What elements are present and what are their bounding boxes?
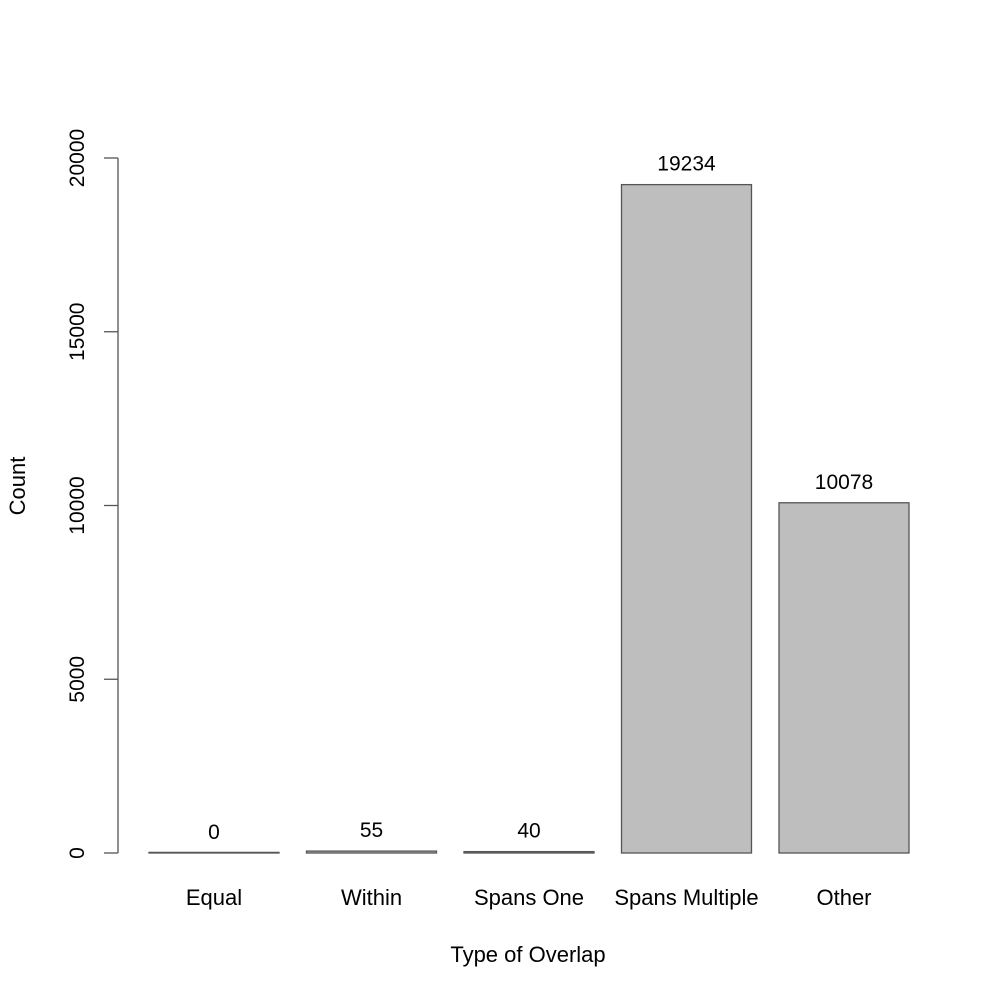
bar-spans-multiple <box>620 183 753 854</box>
data-label: 55 <box>360 819 383 842</box>
data-label: 0 <box>208 821 220 844</box>
bar-within <box>305 850 438 854</box>
y-tick-label: 20000 <box>66 129 89 187</box>
bar-equal <box>148 851 280 854</box>
y-tick-label: 0 <box>66 847 89 859</box>
data-label: 40 <box>517 820 540 843</box>
data-label: 19234 <box>657 153 716 176</box>
y-tick-label: 5000 <box>66 656 89 703</box>
bars-group <box>148 183 910 854</box>
data-label: 10078 <box>815 471 873 494</box>
x-category-label: Equal <box>186 885 242 910</box>
x-category-labels: Equal Within Spans One Spans Multiple Other <box>186 885 872 910</box>
data-labels-group: 0 55 40 19234 10078 <box>208 153 873 844</box>
x-category-label: Spans One <box>474 885 584 910</box>
bar-other <box>778 502 910 854</box>
y-axis-title: Count <box>5 457 30 516</box>
x-category-label: Spans Multiple <box>614 885 758 910</box>
x-category-label: Within <box>341 885 402 910</box>
bar-spans-one <box>463 850 595 854</box>
y-tick-label: 10000 <box>66 476 89 534</box>
y-axis: 0 5000 10000 15000 20000 <box>66 129 119 859</box>
x-axis-title: Type of Overlap <box>450 942 605 967</box>
y-tick-label: 15000 <box>66 303 89 361</box>
x-category-label: Other <box>816 885 871 910</box>
